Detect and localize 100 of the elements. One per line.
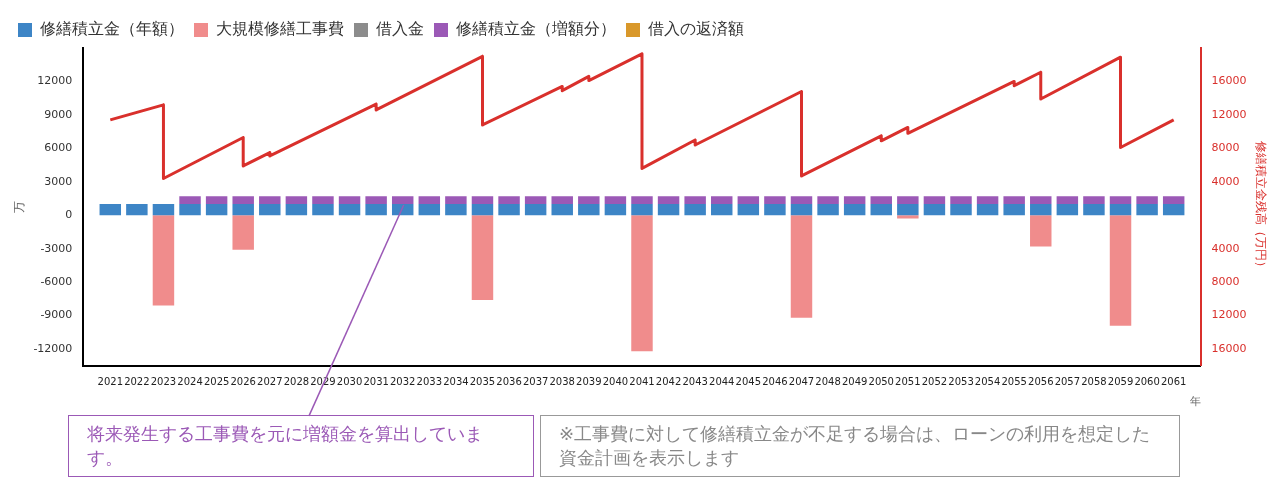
bar	[976, 196, 999, 205]
bar	[205, 196, 228, 205]
bar	[578, 204, 600, 216]
x-tick-label: 2034	[443, 376, 469, 388]
bar	[657, 204, 680, 216]
x-tick-label: 2021	[97, 376, 124, 388]
x-tick-label: 2060	[1134, 376, 1160, 388]
bar	[737, 196, 760, 205]
y-tick-label: 12000	[37, 74, 73, 88]
bar	[737, 204, 760, 216]
bar	[179, 204, 201, 216]
bar	[711, 196, 733, 205]
y-tick-label: 3000	[44, 174, 73, 188]
bar	[152, 215, 175, 306]
bar	[205, 204, 228, 216]
y-tick-label: 0	[65, 208, 73, 222]
x-tick-label: 2044	[709, 376, 735, 388]
bar	[471, 215, 494, 301]
bar	[790, 196, 813, 205]
x-tick-label: 2038	[549, 376, 575, 388]
bar	[604, 204, 627, 216]
legend-label: 修繕積立金（年額）	[40, 19, 184, 39]
bar	[1083, 196, 1105, 205]
bar	[950, 204, 972, 216]
bar	[126, 204, 148, 216]
bar	[684, 204, 706, 216]
bar	[1030, 215, 1052, 247]
bar	[471, 204, 494, 216]
bar	[1030, 196, 1052, 205]
legend-label: 大規模修繕工事費	[216, 19, 344, 39]
x-tick-label: 2043	[682, 376, 708, 388]
bar	[232, 196, 254, 205]
bar	[312, 204, 334, 216]
y-tick-label: 9000	[44, 107, 73, 121]
x-tick-label: 2028	[283, 376, 310, 388]
bar	[1083, 204, 1105, 216]
x-tick-label: 2045	[735, 376, 762, 388]
bar	[950, 196, 972, 205]
bar	[285, 204, 308, 216]
x-tick-label: 2050	[868, 376, 894, 388]
x-axis-title: 年	[1189, 395, 1201, 408]
bar	[631, 204, 653, 216]
y2-tick-label: 16000	[1211, 74, 1247, 88]
x-tick-label: 2041	[629, 376, 655, 388]
bar	[179, 196, 201, 205]
bar	[551, 204, 573, 216]
bar	[1109, 196, 1132, 205]
x-tick-label: 2052	[921, 376, 948, 388]
bar	[365, 196, 387, 205]
legend-label: 借入金	[376, 19, 424, 39]
legend-label: 借入の返済額	[648, 19, 744, 39]
bar	[445, 204, 467, 216]
y-tick-label: -6000	[40, 275, 73, 289]
x-tick-label: 2026	[230, 376, 256, 388]
bar	[312, 196, 334, 205]
bar	[338, 204, 361, 216]
x-tick-label: 2030	[336, 376, 363, 388]
x-tick-label: 2056	[1028, 376, 1054, 388]
bar	[1109, 204, 1132, 216]
bar	[498, 204, 520, 216]
bar	[657, 196, 680, 205]
bar	[764, 196, 786, 205]
bar	[1109, 215, 1132, 326]
x-tick-label: 2053	[948, 376, 974, 388]
bar	[604, 196, 627, 205]
bar	[711, 204, 733, 216]
bar	[365, 204, 387, 216]
bar	[897, 196, 919, 205]
y-tick-label: -9000	[40, 308, 73, 322]
y2-tick-label: 4000	[1211, 174, 1240, 188]
x-tick-label: 2042	[655, 376, 682, 388]
bar	[1136, 204, 1158, 216]
x-tick-label: 2047	[788, 376, 815, 388]
x-tick-label: 2023	[150, 376, 177, 388]
x-tick-label: 2058	[1081, 376, 1107, 388]
y-axis-title: 万	[11, 200, 26, 213]
bar	[418, 196, 441, 205]
y2-tick-label: 8000	[1211, 275, 1240, 289]
bar	[1056, 196, 1079, 205]
y2-tick-label: 4000	[1211, 241, 1240, 255]
x-tick-label: 2059	[1107, 376, 1134, 388]
x-tick-label: 2024	[177, 376, 203, 388]
y2-tick-label: 16000	[1211, 341, 1247, 355]
bar	[843, 196, 866, 205]
bar	[790, 204, 813, 216]
bar	[232, 215, 254, 250]
bar	[1056, 204, 1079, 216]
bar	[631, 215, 653, 352]
text: ※工事費に対して修繕積立金が不足する場合は、ローンの利用を想定した資金計画を表示します	[559, 423, 1151, 468]
y-tick-label: 6000	[44, 141, 73, 155]
bar	[817, 196, 839, 205]
bar	[1003, 196, 1025, 205]
x-tick-label: 2057	[1054, 376, 1081, 388]
x-tick-label: 2032	[389, 376, 416, 388]
bar	[498, 196, 520, 205]
x-tick-label: 2025	[203, 376, 230, 388]
bar	[445, 196, 467, 205]
bar	[259, 204, 281, 216]
bar	[1162, 204, 1185, 216]
bar	[578, 196, 600, 205]
